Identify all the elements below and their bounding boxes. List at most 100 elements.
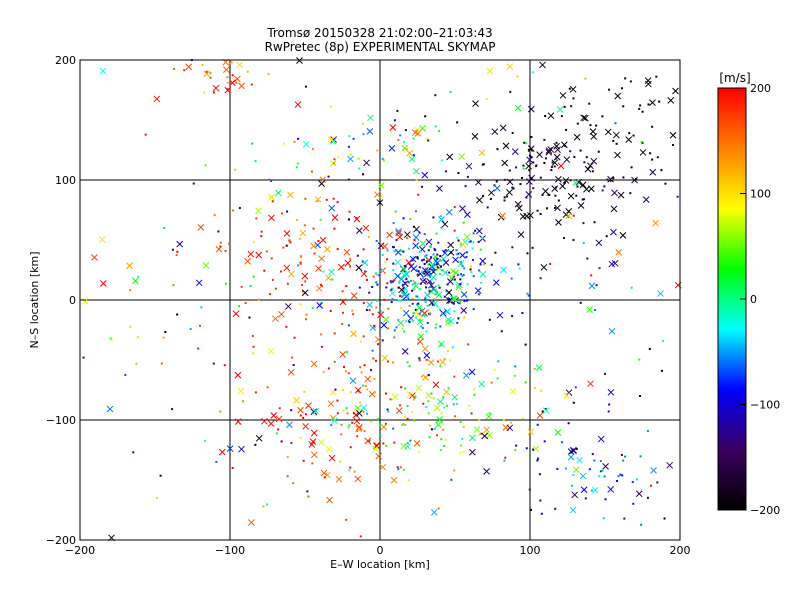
data-point [416, 256, 419, 259]
data-point [359, 340, 362, 343]
data-point [400, 250, 403, 253]
data-point [551, 161, 554, 164]
data-point [336, 399, 339, 402]
data-point [289, 241, 292, 244]
data-point [241, 400, 244, 403]
data-point [425, 254, 428, 257]
data-point [479, 263, 482, 266]
data-point [331, 214, 339, 222]
data-point [601, 189, 604, 192]
data-point [496, 148, 499, 151]
data-point [503, 459, 506, 462]
data-point [392, 222, 395, 225]
data-point [485, 413, 493, 420]
data-point [617, 191, 625, 199]
data-point [339, 460, 342, 463]
data-point [284, 303, 292, 310]
data-point [425, 280, 428, 283]
data-point [426, 258, 429, 261]
data-point [493, 184, 501, 192]
data-point [629, 80, 632, 83]
data-point [469, 265, 472, 268]
data-point [565, 212, 573, 220]
data-point [412, 225, 415, 228]
data-point [209, 72, 212, 75]
data-point [393, 336, 396, 339]
data-point [223, 66, 230, 74]
data-point [525, 162, 532, 170]
data-point [406, 361, 409, 364]
data-point [446, 349, 449, 352]
data-point [465, 251, 468, 254]
data-point [539, 499, 542, 502]
data-point [389, 124, 397, 131]
data-point [570, 447, 577, 455]
data-point [362, 384, 365, 387]
data-point [265, 250, 268, 253]
data-point [499, 212, 507, 220]
data-point [411, 289, 414, 292]
data-point [439, 259, 442, 262]
data-point [401, 348, 409, 355]
data-point [278, 310, 285, 318]
data-point [525, 178, 533, 185]
data-point [475, 178, 482, 186]
data-point [401, 423, 404, 426]
data-point [171, 248, 174, 251]
data-point [377, 418, 380, 421]
data-point [218, 448, 226, 456]
data-point [423, 315, 426, 318]
data-point [380, 321, 388, 329]
data-point [440, 412, 443, 415]
data-point [362, 410, 365, 413]
data-point [434, 249, 437, 252]
data-point [246, 70, 249, 73]
data-point [395, 407, 403, 415]
data-point [545, 207, 548, 210]
data-point [421, 280, 424, 283]
data-point [574, 386, 577, 389]
data-point [453, 278, 456, 281]
data-point [440, 438, 443, 441]
data-point [268, 193, 275, 201]
data-point [421, 259, 424, 262]
data-point [676, 195, 679, 198]
data-point [542, 187, 549, 195]
data-point [537, 457, 540, 460]
data-point [436, 257, 439, 260]
data-point [579, 301, 582, 304]
data-point [464, 185, 467, 188]
data-point [160, 362, 163, 365]
data-point [390, 281, 393, 284]
data-point [407, 247, 410, 250]
data-point [301, 290, 304, 293]
colorbar-tick-label: 0 [750, 293, 757, 306]
data-point [669, 131, 677, 139]
data-point [375, 273, 378, 276]
data-point [282, 246, 285, 249]
y-tick-label: 0 [69, 294, 76, 307]
data-point [91, 254, 98, 261]
data-point [255, 217, 258, 220]
data-point [328, 268, 335, 276]
data-point [278, 407, 281, 410]
data-point [457, 172, 460, 175]
data-point [267, 347, 275, 355]
data-point [297, 406, 304, 414]
data-point [354, 386, 362, 394]
data-point [465, 162, 473, 170]
data-point [399, 466, 402, 469]
data-point [345, 285, 348, 288]
data-point [560, 115, 563, 118]
data-point [509, 388, 517, 395]
data-point [313, 252, 316, 255]
data-point [481, 237, 484, 240]
data-point [511, 186, 514, 189]
x-tick-label: 200 [670, 544, 691, 557]
data-point [361, 122, 364, 125]
data-point [373, 191, 381, 198]
data-point [434, 293, 437, 296]
data-point [515, 444, 518, 447]
data-point [305, 318, 308, 321]
data-point [432, 216, 435, 219]
